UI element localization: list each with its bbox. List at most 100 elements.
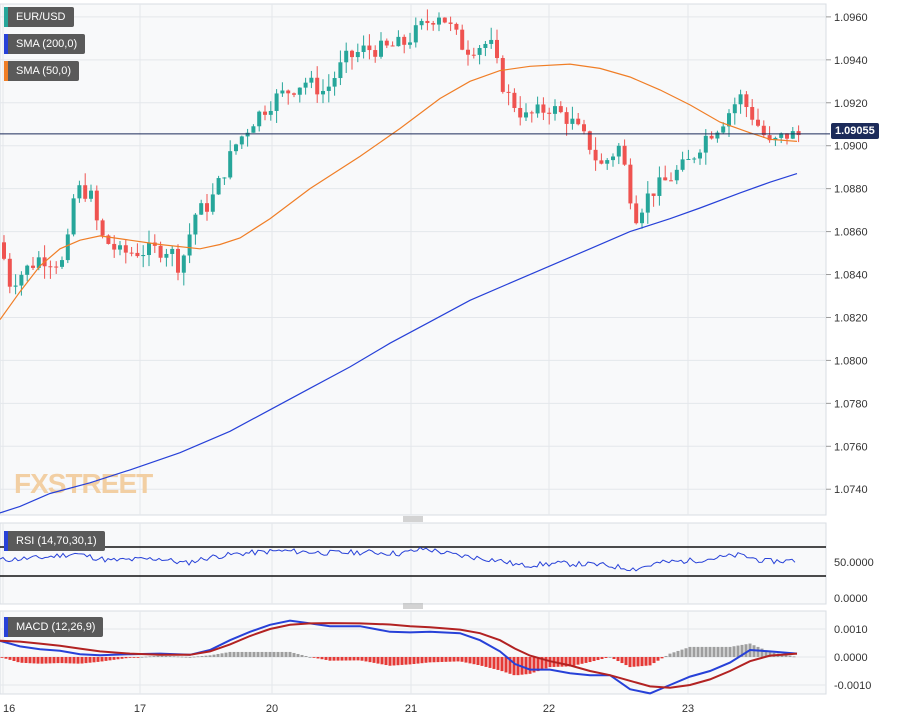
- macd-hist-bar: [424, 657, 428, 663]
- candle-body: [129, 252, 134, 254]
- macd-hist-bar: [324, 657, 328, 660]
- candle-body: [779, 133, 784, 138]
- macd-hist-bar: [560, 657, 564, 667]
- macd-tick-label: 0.0010: [834, 624, 868, 636]
- candle-body: [512, 92, 517, 108]
- macd-hist-bar: [344, 657, 348, 661]
- x-tick-label: 16: [3, 703, 15, 715]
- candle-body: [483, 43, 488, 48]
- macd-hist-bar: [212, 654, 216, 657]
- candle-body: [535, 104, 540, 114]
- candle-body: [268, 110, 273, 115]
- candle-body: [54, 266, 59, 268]
- candle-body: [25, 265, 30, 275]
- candle-body: [36, 257, 41, 268]
- macd-hist-bar: [4, 657, 8, 659]
- macd-hist-bar: [392, 657, 396, 666]
- macd-hist-bar: [684, 648, 688, 657]
- macd-hist-bar: [268, 651, 272, 657]
- candle-body: [547, 112, 552, 114]
- macd-hist-bar: [600, 657, 604, 660]
- macd-hist-bar: [588, 657, 592, 663]
- legend-macd: MACD (12,26,9): [4, 617, 104, 637]
- macd-hist-bar: [452, 657, 456, 662]
- macd-hist-bar: [240, 651, 244, 657]
- candle-body: [147, 242, 151, 256]
- candle-body: [454, 23, 459, 30]
- macd-hist-bar: [0, 657, 4, 658]
- macd-hist-bar: [340, 657, 344, 661]
- candle-body: [471, 54, 476, 56]
- candle-body: [599, 160, 604, 164]
- macd-hist-bar: [92, 657, 96, 663]
- candle-body: [31, 265, 35, 268]
- legend-symbol: EUR/USD: [4, 7, 74, 27]
- macd-hist-bar: [380, 657, 384, 665]
- macd-hist-bar: [468, 657, 472, 664]
- macd-signal-line: [0, 622, 798, 689]
- candle-body: [669, 180, 673, 182]
- candle-body: [529, 112, 534, 114]
- sma200-line: [0, 173, 798, 514]
- macd-hist-bar: [64, 657, 68, 664]
- macd-hist-bar: [292, 652, 296, 657]
- macd-hist-bar: [768, 651, 772, 657]
- candle-body: [239, 136, 244, 145]
- candle-body: [350, 50, 354, 58]
- macd-hist-bar: [760, 648, 764, 657]
- candle-body: [419, 20, 424, 26]
- macd-hist-bar: [704, 646, 708, 657]
- macd-hist-bar: [740, 644, 744, 657]
- candle-body: [100, 220, 105, 236]
- macd-hist-bar: [568, 657, 572, 667]
- macd-hist-bar: [224, 652, 228, 657]
- macd-hist-bar: [544, 657, 548, 669]
- macd-hist-bar: [680, 649, 684, 657]
- macd-hist-bar: [148, 656, 152, 658]
- macd-hist-bar: [608, 657, 612, 658]
- y-tick-label: 1.0740: [834, 484, 868, 496]
- candle-body: [112, 243, 117, 250]
- candle-body: [228, 151, 233, 178]
- macd-hist-bar: [476, 657, 480, 665]
- candle-body: [361, 45, 366, 53]
- macd-hist-bar: [20, 657, 24, 663]
- candle-body: [257, 111, 262, 127]
- macd-hist-bar: [304, 655, 308, 657]
- candle-body: [756, 119, 760, 126]
- candle-body: [274, 93, 279, 111]
- candle-body: [332, 78, 337, 87]
- macd-hist-bar: [60, 657, 64, 664]
- macd-hist-bar: [492, 657, 496, 669]
- macd-hist-bar: [72, 657, 76, 664]
- macd-hist-bar: [732, 646, 736, 657]
- rsi-tick-label: 50.0000: [834, 557, 874, 569]
- macd-hist-bar: [40, 657, 44, 664]
- candle-body: [71, 198, 76, 235]
- macd-hist-bar: [156, 655, 160, 657]
- macd-hist-bar: [220, 653, 224, 657]
- macd-hist-bar: [256, 651, 260, 657]
- macd-hist-bar: [396, 657, 400, 666]
- candle-body: [657, 177, 662, 196]
- macd-hist-bar: [96, 657, 100, 662]
- candle-body: [2, 242, 6, 259]
- macd-hist-bar: [528, 657, 532, 674]
- candle-body: [663, 177, 668, 181]
- macd-hist-bar: [52, 657, 56, 664]
- candle-body: [524, 112, 528, 118]
- macd-hist-bar: [692, 646, 696, 657]
- candle-body: [390, 45, 395, 47]
- candle-body: [634, 203, 639, 224]
- macd-hist-bar: [328, 657, 332, 661]
- macd-hist-bar: [460, 657, 464, 662]
- candle-body: [616, 145, 621, 157]
- rsi-line: [0, 546, 796, 572]
- macd-hist-bar: [184, 656, 188, 658]
- candle-body: [773, 137, 778, 141]
- macd-hist-bar: [176, 656, 180, 658]
- candle-body: [703, 135, 708, 153]
- candle-body: [425, 20, 430, 24]
- macd-hist-bar: [744, 644, 748, 657]
